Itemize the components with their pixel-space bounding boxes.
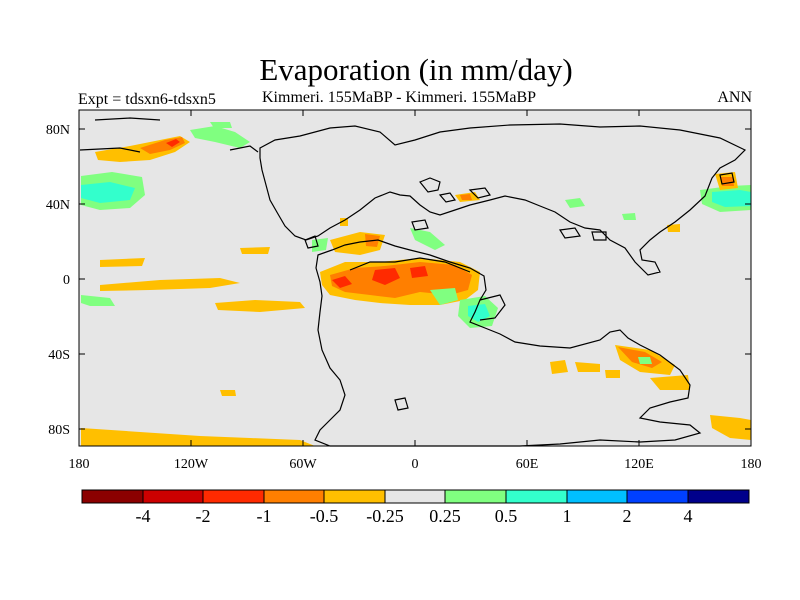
colorbar xyxy=(81,489,750,504)
colorbar-swatch-8 xyxy=(567,490,627,503)
contour-south-cyan xyxy=(468,304,490,322)
contour-tethys-green-1 xyxy=(410,228,445,250)
x-tick-120e: 120E xyxy=(624,457,654,472)
contour-se-green xyxy=(638,357,652,364)
x-tick-0: 0 xyxy=(412,457,419,472)
contour-arctic-green-2 xyxy=(210,122,232,128)
colorbar-swatch-1 xyxy=(143,490,203,503)
contour-north-pacific-core xyxy=(166,139,180,147)
colorbar-swatch-4 xyxy=(324,490,385,503)
coastline-islands-3 xyxy=(468,187,492,199)
y-tick-0: 0 xyxy=(63,273,70,288)
coastline-islands-4 xyxy=(304,235,319,249)
x-tick-180-right: 180 xyxy=(741,457,762,472)
contour-fills xyxy=(81,122,751,446)
contour-tethys-green-2 xyxy=(312,238,328,252)
contour-asia-green xyxy=(565,198,585,208)
contour-eq-pacific-band-4 xyxy=(240,247,270,254)
colorbar-label-6: 0.5 xyxy=(495,506,518,526)
contour-tethys-core xyxy=(332,276,352,288)
contour-tethys-red xyxy=(330,262,472,298)
colorbar-label-1: -2 xyxy=(196,506,211,526)
y-tick-80n: 80N xyxy=(46,123,70,138)
x-tick-120w: 120W xyxy=(174,457,209,472)
contour-se-orange-2 xyxy=(650,375,690,390)
colorbar-swatch-2 xyxy=(203,490,264,503)
contour-so-band-1 xyxy=(81,428,315,446)
comparison-label: Kimmeri. 155MaBP - Kimmeri. 155MaBP xyxy=(262,89,537,106)
contour-se-orange-3 xyxy=(550,360,568,374)
coastline-islands-9 xyxy=(719,172,735,185)
contour-asia-red xyxy=(460,194,472,200)
contour-asia-green-2 xyxy=(622,213,636,220)
contour-eq-pacific-band-2 xyxy=(100,278,240,291)
colorbar-label-4: -0.25 xyxy=(366,506,404,526)
coastline-islands-5 xyxy=(411,219,429,231)
coastline-islands-12 xyxy=(229,145,259,153)
coastline-inner-a xyxy=(349,257,471,273)
experiment-label: Expt = tdsxn6-tdsxn5 xyxy=(78,91,216,108)
x-tick-60e: 60E xyxy=(516,457,539,472)
contour-so-band-2 xyxy=(710,415,751,440)
y-tick-40s: 40S xyxy=(48,348,70,363)
colorbar-label-7: 1 xyxy=(563,506,572,526)
coastline-inner-b xyxy=(479,294,506,321)
contour-right-red xyxy=(721,177,734,186)
coastline-gondwana xyxy=(314,239,702,447)
colorbar-label-3: -0.5 xyxy=(310,506,339,526)
colorbar-swatch-7 xyxy=(506,490,567,503)
colorbar-label-8: 2 xyxy=(623,506,632,526)
contour-tethys-green-3 xyxy=(430,288,458,305)
colorbar-swatch-9 xyxy=(627,490,688,503)
colorbar-label-9: 4 xyxy=(684,506,693,526)
coastline-islands-8 xyxy=(394,397,409,411)
contour-so-orange-3 xyxy=(220,390,236,396)
colorbar-label-5: 0.25 xyxy=(429,506,461,526)
coastline-islands-10 xyxy=(79,147,141,153)
x-tick-60w: 60W xyxy=(289,457,317,472)
coastlines xyxy=(79,117,747,447)
colorbar-swatch-5 xyxy=(385,490,445,503)
colorbar-label-0: -4 xyxy=(136,506,151,526)
coastline-islands-11 xyxy=(94,117,161,121)
contour-eq-pacific-band-3 xyxy=(215,300,305,312)
contour-se-orange-5 xyxy=(605,370,620,378)
y-tick-40n: 40N xyxy=(46,198,70,213)
coastline-laurasia xyxy=(259,123,747,276)
contour-asia-orange-2 xyxy=(667,224,680,232)
contour-eq-pacific-green xyxy=(81,295,115,306)
colorbar-swatch-3 xyxy=(264,490,324,503)
contour-eq-pacific-band-1 xyxy=(100,258,145,267)
colorbar-label-2: -1 xyxy=(257,506,272,526)
contour-tethys-core-2 xyxy=(372,268,400,285)
coastline-islands-2 xyxy=(438,192,457,203)
coastline-islands-6 xyxy=(558,227,582,239)
y-tick-80s: 80S xyxy=(48,423,70,438)
contour-se-orange-4 xyxy=(575,362,600,372)
coastline-islands-1 xyxy=(419,177,441,193)
contour-wnp-cyan xyxy=(81,182,135,203)
contour-tethys-core-3 xyxy=(410,266,428,278)
coastline-islands-7 xyxy=(591,231,607,241)
colorbar-swatch-6 xyxy=(445,490,506,503)
contour-right-cyan xyxy=(712,190,751,207)
colorbar-swatch-10 xyxy=(688,490,749,503)
axis-ticks xyxy=(79,110,751,446)
x-tick-180-left: 180 xyxy=(69,457,90,472)
colorbar-swatch-0 xyxy=(82,490,143,503)
period-label: ANN xyxy=(717,89,752,106)
contour-arctic-green xyxy=(190,126,250,148)
map-title: Evaporation (in mm/day) xyxy=(259,52,573,87)
